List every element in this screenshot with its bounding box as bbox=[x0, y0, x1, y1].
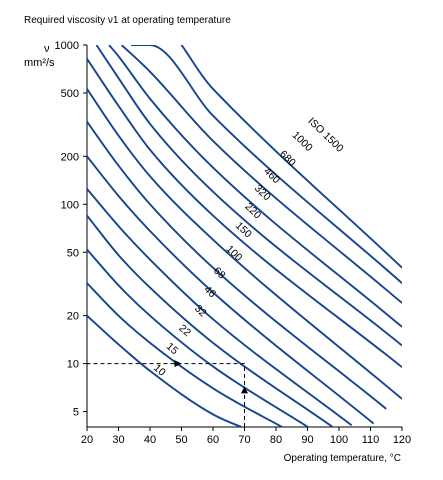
x-tick-label: 50 bbox=[175, 434, 187, 446]
viscosity-curve-100 bbox=[87, 121, 387, 410]
viscosity-curve-320 bbox=[95, 45, 402, 347]
x-axis-label: Operating temperature, °C bbox=[284, 453, 401, 464]
up-arrow-head bbox=[241, 386, 248, 394]
y-tick-label: 1000 bbox=[55, 40, 79, 52]
viscosity-curves bbox=[87, 45, 402, 427]
viscosity-curve-68 bbox=[87, 155, 375, 425]
viscosity-curve-iso-1500 bbox=[143, 45, 402, 269]
y-axis-label: ν bbox=[44, 43, 50, 55]
y-tick-label: 20 bbox=[67, 311, 79, 323]
x-tick-label: 90 bbox=[301, 434, 313, 446]
viscosity-curve-32 bbox=[87, 214, 334, 427]
curve-label: 460 bbox=[261, 165, 282, 186]
chart-title: Required viscosity ν1 at operating tempe… bbox=[24, 15, 231, 26]
x-tick-label: 40 bbox=[144, 434, 156, 446]
y-tick-label: 5 bbox=[73, 407, 79, 419]
viscosity-curve-10 bbox=[87, 314, 245, 427]
curve-label: 46 bbox=[201, 283, 218, 300]
viscosity-curve-680 bbox=[120, 45, 402, 304]
curve-label: 220 bbox=[242, 201, 263, 222]
example-reading bbox=[87, 360, 248, 427]
curve-label: 10 bbox=[151, 362, 168, 379]
x-tick-label: 60 bbox=[207, 434, 219, 446]
x-tick-label: 20 bbox=[81, 434, 93, 446]
curve-label: 100 bbox=[224, 243, 245, 264]
y-tick-label: 500 bbox=[61, 88, 79, 100]
x-tick-label: 30 bbox=[112, 434, 124, 446]
curve-label: 1000 bbox=[290, 129, 315, 154]
left-arrow-head bbox=[174, 360, 182, 368]
viscosity-curve-460 bbox=[108, 45, 402, 328]
y-axis-unit: mm²/s bbox=[24, 57, 55, 69]
x-tick-label: 80 bbox=[270, 434, 282, 446]
viscosity-curve-22 bbox=[87, 248, 310, 427]
axes: 20 30 40 50 60 70 80 90 100 110 120 5 10 20 50 100 200 50… bbox=[55, 40, 412, 446]
x-tick-label: 110 bbox=[362, 434, 380, 446]
y-tick-label: 200 bbox=[61, 151, 79, 163]
curve-label: ISO 1500 bbox=[305, 115, 345, 155]
curve-label: 320 bbox=[252, 182, 273, 203]
viscosity-curve-46 bbox=[87, 188, 353, 427]
x-tick-label: 70 bbox=[238, 434, 250, 446]
y-tick-label: 50 bbox=[67, 247, 79, 259]
x-tick-label: 100 bbox=[330, 434, 348, 446]
viscosity-curve-15 bbox=[87, 282, 285, 427]
viscosity-curve-1000 bbox=[131, 45, 402, 284]
y-tick-label: 10 bbox=[67, 359, 79, 371]
curve-label: 680 bbox=[277, 148, 298, 169]
viscosity-curve-220 bbox=[87, 58, 402, 368]
y-tick-label: 100 bbox=[61, 199, 79, 211]
viscosity-curve-150 bbox=[87, 88, 402, 400]
curve-label: 32 bbox=[192, 303, 209, 320]
x-tick-label: 120 bbox=[393, 434, 411, 446]
